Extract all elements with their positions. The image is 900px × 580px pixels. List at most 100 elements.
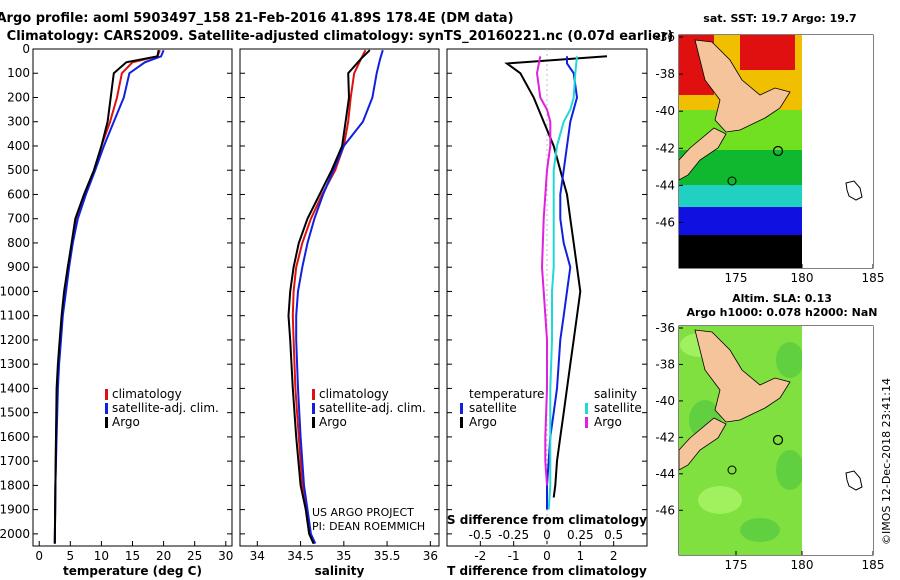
- map-ytick-label: -46: [655, 503, 675, 517]
- xtick-label: 36: [423, 549, 438, 563]
- map-xtick-label: 180: [791, 558, 814, 572]
- ytick-label: 1300: [0, 357, 30, 371]
- credit-pi: PI: DEAN ROEMMICH: [312, 520, 425, 533]
- temperature-profile-chart: 0100200300400500600700800900100011001200…: [0, 42, 233, 578]
- xtick-label: 5: [66, 549, 74, 563]
- map-xtick-label: 175: [725, 558, 748, 572]
- ytick-label: 1400: [0, 381, 30, 395]
- title-line2: Climatology: CARS2009. Satellite-adjuste…: [7, 29, 674, 44]
- legend-swatch: [585, 417, 588, 428]
- legend-swatch: [312, 417, 315, 428]
- legend-entry: Argo: [594, 415, 622, 429]
- map-ytick-label: -40: [655, 104, 675, 118]
- chatham-island: [845, 180, 863, 201]
- xtick-label: 30: [218, 549, 233, 563]
- legend-swatch: [105, 389, 108, 400]
- legend-entry: satellite: [469, 401, 517, 415]
- salinity-profile-chart: 34 34.5 35 35.5 36 salinity climatologysatelli…: [239, 48, 440, 578]
- series-line-satellite-adj-clim-: [295, 49, 384, 545]
- legend-entry: satellite: [594, 401, 642, 415]
- legend-entry: climatology: [112, 387, 182, 401]
- legend-swatch: [585, 403, 588, 414]
- xtick-label: 2: [610, 549, 618, 563]
- legend-entry: Argo: [319, 415, 347, 429]
- legend-entry: satellite-adj. clim.: [112, 401, 219, 415]
- legend-swatch: [312, 403, 315, 414]
- xtick-label: 34.5: [287, 549, 314, 563]
- eddy-marker-sla: [727, 465, 737, 475]
- ytick-label: 400: [7, 139, 30, 153]
- x-axis-label: salinity: [315, 564, 365, 578]
- xtick-top-label: 0.25: [567, 528, 594, 542]
- legend-swatch: [312, 389, 315, 400]
- xtick-top-label: 0.5: [604, 528, 623, 542]
- map-ytick-label: -40: [655, 394, 675, 408]
- ytick-label: 700: [7, 212, 30, 226]
- series-line-argo: [53, 50, 160, 544]
- legend-entry: salinity: [594, 387, 637, 401]
- ytick-label: 900: [7, 260, 30, 274]
- imos-stamp: ©IMOS 12-Dec-2018 23:41:14: [880, 378, 893, 545]
- argo-float-marker-sla: [772, 434, 784, 446]
- map-ytick-label: -38: [655, 67, 675, 81]
- map-xtick-label: 185: [862, 271, 885, 285]
- legend-entry: Argo: [469, 415, 497, 429]
- sst-map: sat. SST: 19.7 Argo: 19.7 175 180 185 -36 -3…: [655, 12, 884, 285]
- chatham-island-sla: [845, 470, 863, 491]
- xtick-label: 34: [250, 549, 265, 563]
- ytick-label: 600: [7, 187, 30, 201]
- legend-swatch: [460, 403, 463, 414]
- ytick-label: 800: [7, 236, 30, 250]
- ytick-label: 1700: [0, 454, 30, 468]
- plot-frame-1: [239, 48, 440, 547]
- legend-entry: temperature: [469, 387, 544, 401]
- map-ytick-label: -44: [655, 467, 675, 481]
- nz-south-island-sla: [678, 417, 727, 471]
- ytick-label: 2000: [0, 527, 30, 541]
- ytick-label: 1200: [0, 333, 30, 347]
- legend-entry: climatology: [319, 387, 389, 401]
- x-axis-label: temperature (deg C): [63, 564, 202, 578]
- map-ytick-label: -36: [655, 321, 675, 335]
- ytick-label: 1600: [0, 430, 30, 444]
- sla-map-title-line1: Altim. SLA: 0.13: [732, 292, 832, 305]
- series-line-temperature-argo: [504, 55, 608, 498]
- ytick-label: 1800: [0, 478, 30, 492]
- legend-entry: satellite-adj. clim.: [319, 401, 426, 415]
- xtick-label: 15: [125, 549, 140, 563]
- map-ytick-label: -44: [655, 178, 675, 192]
- map-ytick-label: -38: [655, 357, 675, 371]
- argo-float-marker: [772, 145, 784, 157]
- credit-project: US ARGO PROJECT: [312, 506, 414, 519]
- map-ytick-label: -42: [655, 430, 675, 444]
- map-xtick-label: 180: [791, 271, 814, 285]
- series-line-salinity-satellite: [547, 56, 578, 510]
- title-line1: Argo profile: aoml 5903497_158 21-Feb-20…: [0, 11, 514, 26]
- xtick-label: 25: [187, 549, 202, 563]
- ytick-label: 1500: [0, 406, 30, 420]
- xtick-label: -1: [508, 549, 520, 563]
- ytick-label: 0: [22, 42, 30, 56]
- xtick-label: 20: [156, 549, 171, 563]
- sla-map-title-line2: Argo h1000: 0.078 h2000: NaN: [686, 306, 877, 319]
- legend-entry: Argo: [112, 415, 140, 429]
- legend-swatch: [460, 417, 463, 428]
- ytick-label: 1900: [0, 503, 30, 517]
- xtick-label: 10: [94, 549, 109, 563]
- map-ytick-label: -36: [655, 30, 675, 44]
- ytick-label: 500: [7, 163, 30, 177]
- map-xtick-label: 175: [725, 271, 748, 285]
- nz-north-island: [694, 39, 791, 133]
- map-xtick-label: 185: [862, 558, 885, 572]
- xtick-label: -2: [474, 549, 486, 563]
- ytick-label: 1100: [0, 309, 30, 323]
- legend-swatch: [105, 403, 108, 414]
- sla-map: Altim. SLA: 0.13 Argo h1000: 0.078 h2000…: [655, 292, 884, 572]
- eddy-marker: [727, 176, 737, 186]
- xtick-label: 0: [35, 549, 43, 563]
- xtick-label: 1: [577, 549, 585, 563]
- nz-south-island: [678, 127, 727, 181]
- x-axis-label: T difference from climatology: [447, 564, 647, 578]
- xtick-top-label: -0.5: [469, 528, 492, 542]
